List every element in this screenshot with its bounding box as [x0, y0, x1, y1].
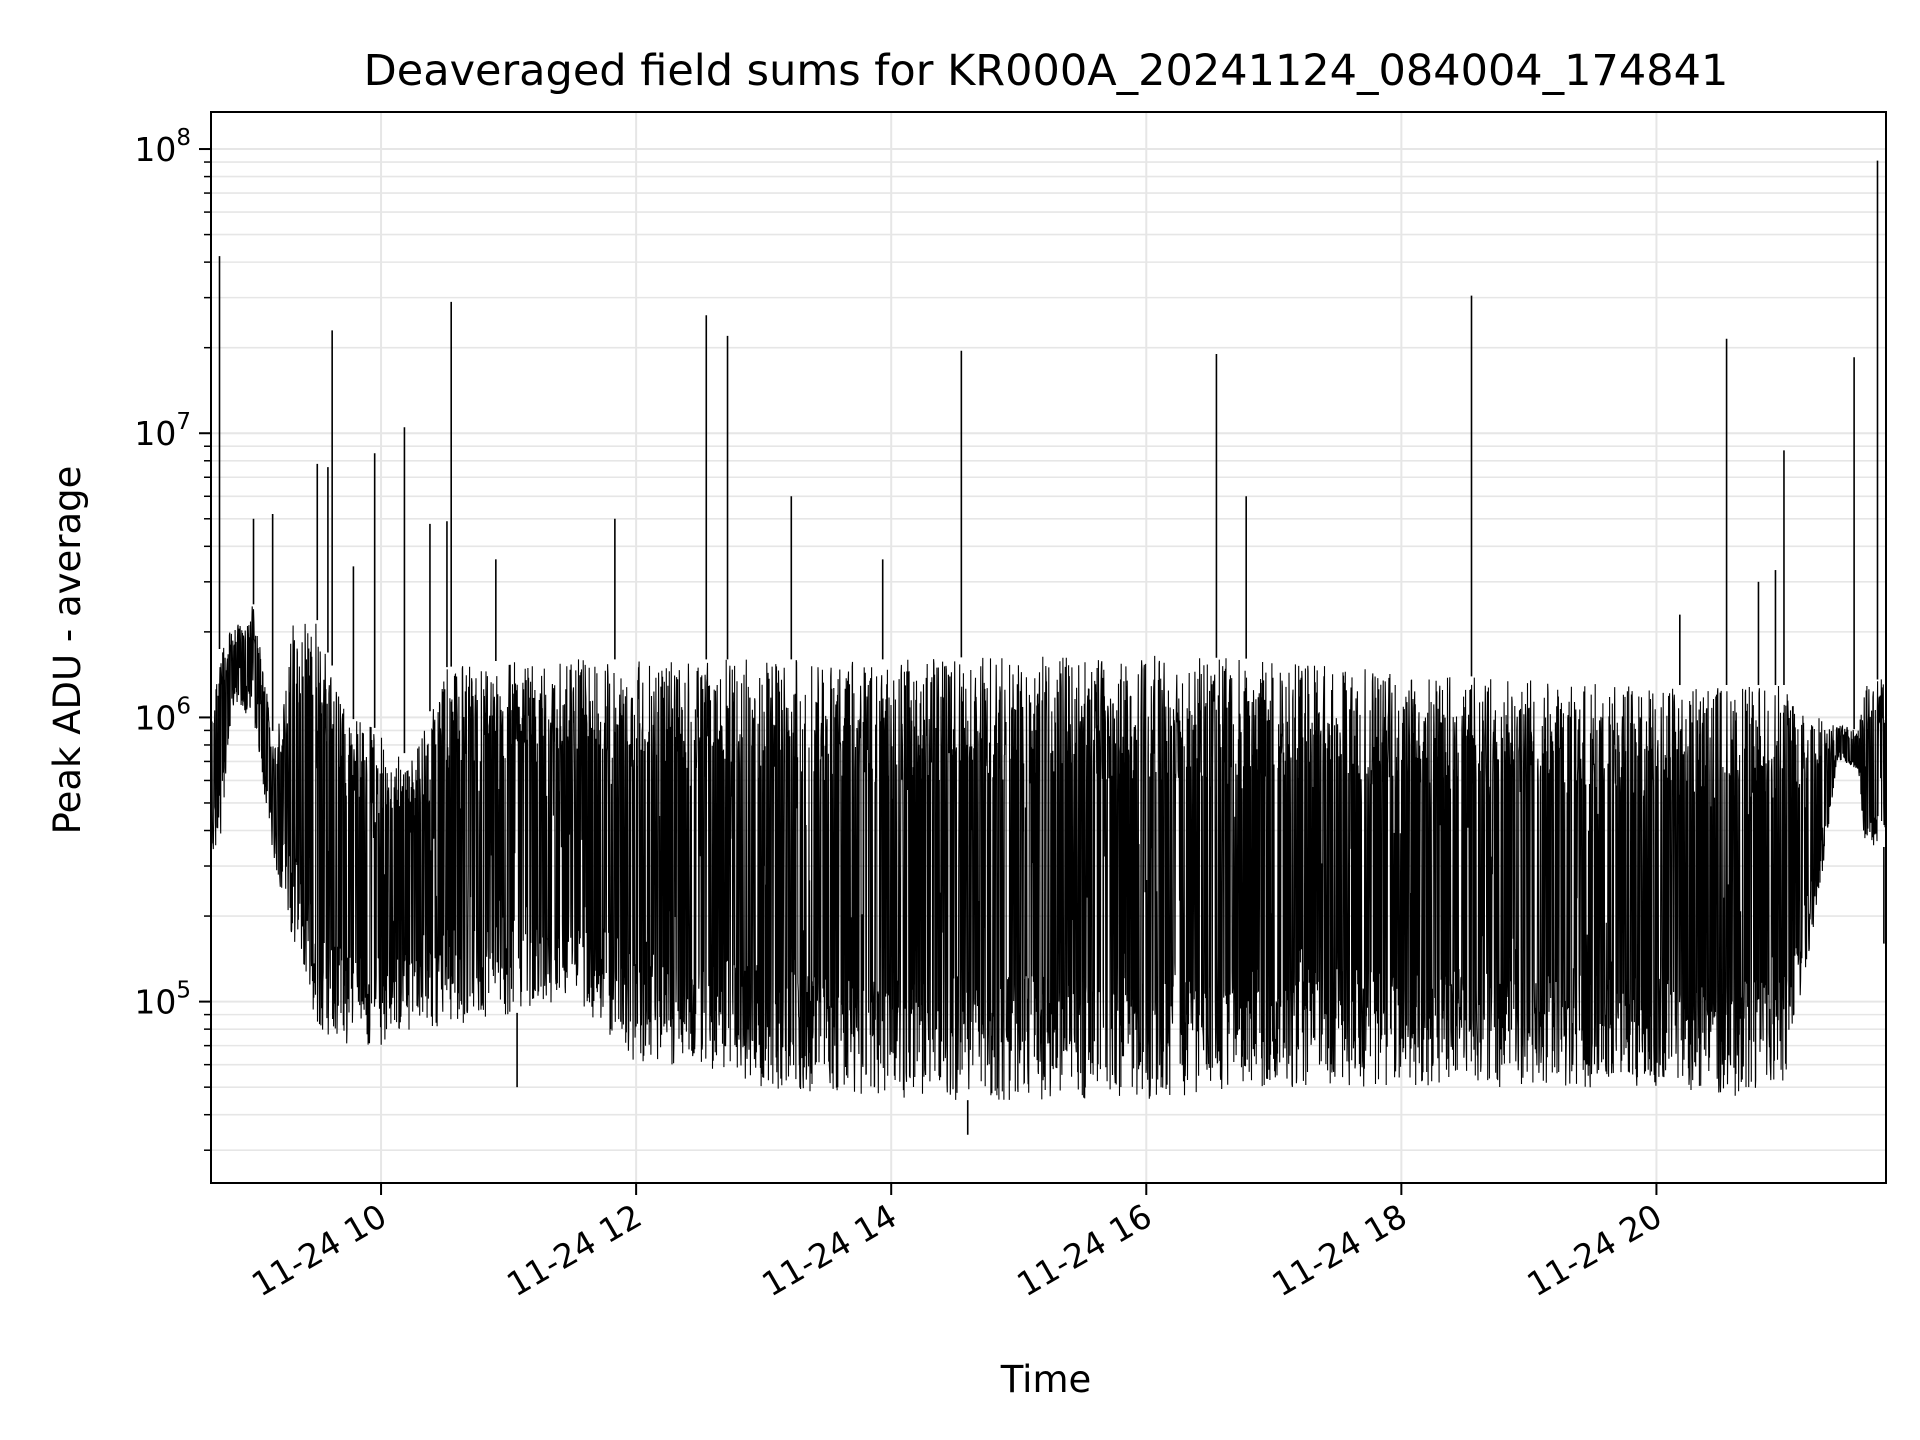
y-tick-label: 107 — [134, 409, 191, 453]
y-tick-label: 105 — [134, 978, 191, 1022]
chart-title: Deaveraged field sums for KR000A_2024112… — [364, 46, 1729, 96]
y-axis: 105 106 107 108 — [134, 125, 211, 1151]
y-tick-label: 108 — [134, 125, 191, 169]
y-tick-label: 106 — [134, 693, 191, 737]
spike-lines — [218, 160, 1885, 1135]
x-axis-label: Time — [1000, 1358, 1092, 1401]
series-line — [210, 606, 1887, 1100]
series-peak-adu — [210, 160, 1887, 1135]
y-axis-label: Peak ADU - average — [46, 466, 89, 835]
plot-area-frame — [210, 111, 1887, 1184]
